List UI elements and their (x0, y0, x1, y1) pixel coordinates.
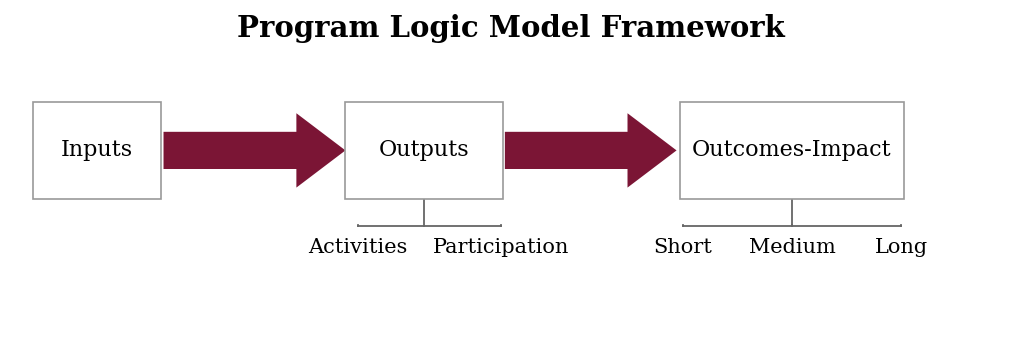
FancyBboxPatch shape (344, 102, 503, 198)
Text: Medium: Medium (748, 238, 836, 257)
Polygon shape (505, 113, 677, 188)
Text: Outcomes-Impact: Outcomes-Impact (692, 139, 892, 162)
Text: Activities: Activities (308, 238, 408, 257)
Text: Short: Short (653, 238, 712, 257)
FancyBboxPatch shape (33, 102, 161, 198)
Text: Inputs: Inputs (61, 139, 133, 162)
Polygon shape (164, 113, 345, 188)
Text: Program Logic Model Framework: Program Logic Model Framework (237, 14, 785, 43)
Text: Participation: Participation (432, 238, 569, 257)
Text: Outputs: Outputs (379, 139, 469, 162)
FancyBboxPatch shape (680, 102, 904, 198)
Text: Long: Long (875, 238, 928, 257)
